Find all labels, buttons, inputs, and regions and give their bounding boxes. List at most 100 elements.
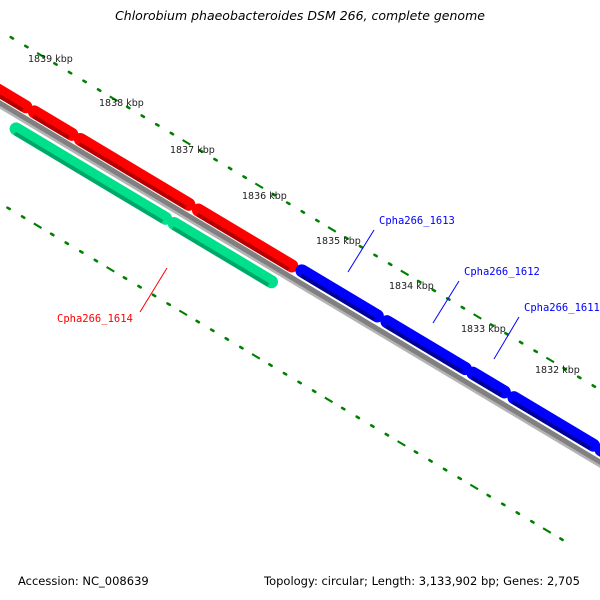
gene-body <box>167 216 279 289</box>
gene-shading <box>32 114 70 140</box>
ruler-minor-tick <box>268 363 273 368</box>
ruler-major-tick <box>254 182 264 190</box>
ruler-tick-label: 1837 kbp <box>170 145 215 156</box>
ruler-lower-ticks <box>6 206 564 542</box>
gene-reverse-2[interactable] <box>167 216 279 289</box>
gene-shading <box>196 212 290 271</box>
gene-shading <box>384 324 464 374</box>
ruler-major-tick <box>545 356 555 364</box>
gene-labels[interactable]: Cpha266_1614 Cpha266_1613 Cpha266_1612 Cpha… <box>57 215 600 325</box>
gene-shading <box>470 375 503 397</box>
genome-stats-label: Topology: circular; Length: 3,133,902 bp… <box>263 574 580 588</box>
ruler-minor-tick <box>355 415 361 420</box>
ruler-minor-tick <box>198 149 204 153</box>
ruler-minor-tick <box>20 215 26 220</box>
ruler-minor-tick <box>413 450 419 455</box>
ruler-minor-tick <box>387 262 393 267</box>
ruler-minor-tick <box>9 35 15 40</box>
ruler-minor-tick <box>311 389 317 394</box>
ruler-tick-label: 1838 kbp <box>99 98 144 109</box>
ruler-major-tick <box>473 313 482 320</box>
ruler-minor-tick <box>314 218 320 223</box>
gene-label-leader-line <box>139 267 168 313</box>
ruler-major-tick <box>109 95 119 102</box>
gene-reverse-1[interactable] <box>9 122 173 225</box>
genome-backbone-axis <box>0 100 600 468</box>
ruler-minor-tick <box>271 192 277 197</box>
ruler-minor-tick <box>125 105 131 110</box>
ruler-minor-tick <box>140 114 146 119</box>
ruler-major-tick <box>469 483 479 491</box>
ruler-minor-tick <box>49 232 55 237</box>
label-cpha266-1614[interactable]: Cpha266_1614 <box>57 313 133 325</box>
label-cpha266-1613[interactable]: Cpha266_1613 <box>379 215 455 227</box>
ruler-minor-tick <box>297 380 303 385</box>
ruler-minor-tick <box>209 328 215 333</box>
ruler-major-tick <box>324 396 334 404</box>
gene-body <box>73 132 196 211</box>
ruler-minor-tick <box>82 79 88 84</box>
gene-forward-1[interactable] <box>0 83 33 114</box>
ruler-minor-tick <box>242 175 248 180</box>
ruler-tick-label: 1834 kbp <box>389 281 434 292</box>
ruler-major-tick <box>400 269 410 277</box>
ruler-tick-label: 1833 kbp <box>461 324 506 335</box>
ruler-minor-tick <box>6 206 12 211</box>
ruler-minor-tick <box>344 236 349 241</box>
ruler-minor-tick <box>195 319 201 324</box>
ruler-minor-tick <box>53 61 58 66</box>
gene-cpha266-1612[interactable] <box>380 315 472 376</box>
ruler-major-tick <box>36 52 46 59</box>
ruler-minor-tick <box>64 241 70 246</box>
gene-cpha266-1613[interactable] <box>295 264 384 323</box>
ruler-major-tick <box>251 353 261 360</box>
ruler-minor-tick <box>486 493 492 498</box>
ruler-minor-tick <box>238 345 244 350</box>
ruler-minor-tick <box>591 384 597 389</box>
ruler-minor-tick <box>213 157 218 162</box>
gene-cpha266-1611[interactable] <box>507 391 600 452</box>
ruler-minor-tick <box>96 88 102 93</box>
ruler-minor-tick <box>340 406 346 411</box>
ruler-minor-tick <box>285 201 291 206</box>
gene-forward-4[interactable] <box>191 203 299 273</box>
ruler-major-tick <box>33 222 43 229</box>
ruler-minor-tick <box>562 366 568 371</box>
gene-body <box>466 366 511 399</box>
ruler-minor-tick <box>224 336 230 341</box>
gene-body <box>507 391 600 452</box>
ruler-minor-tick <box>515 511 521 516</box>
gene-shading <box>511 400 592 451</box>
gene-label-leaders <box>139 229 520 360</box>
gene-shading <box>0 94 24 112</box>
ruler-minor-tick <box>416 279 422 284</box>
ruler-minor-tick <box>529 519 535 524</box>
ruler-minor-tick <box>533 349 539 354</box>
label-cpha266-1611[interactable]: Cpha266_1611 <box>524 302 600 314</box>
ruler-minor-tick <box>93 258 99 263</box>
gene-shading <box>299 273 376 321</box>
ruler-minor-tick <box>282 371 288 376</box>
ruler-minor-tick <box>227 166 233 171</box>
gene-body <box>380 315 472 376</box>
accession-label: Accession: NC_008639 <box>18 574 149 588</box>
gene-forward-3[interactable] <box>73 132 196 211</box>
ruler-minor-tick <box>137 284 142 289</box>
label-cpha266-1612[interactable]: Cpha266_1612 <box>464 266 540 278</box>
ruler-major-tick <box>542 527 552 534</box>
gene-shading <box>78 142 187 210</box>
ruler-minor-tick <box>460 305 466 310</box>
ruler-minor-tick <box>559 537 564 542</box>
gene-body <box>191 203 299 273</box>
gene-shading <box>171 226 270 287</box>
page-title: Chlorobium phaeobacteroides DSM 266, com… <box>115 8 485 23</box>
ruler-minor-tick <box>457 476 463 481</box>
ruler-upper-ticks <box>9 35 597 389</box>
gene-body <box>0 83 33 114</box>
gene-forward-2[interactable] <box>27 105 79 141</box>
gene-body <box>27 105 79 141</box>
gene-track[interactable] <box>0 83 600 462</box>
ruler-minor-tick <box>504 331 509 336</box>
gene-cpha266-1612b[interactable] <box>466 366 511 399</box>
